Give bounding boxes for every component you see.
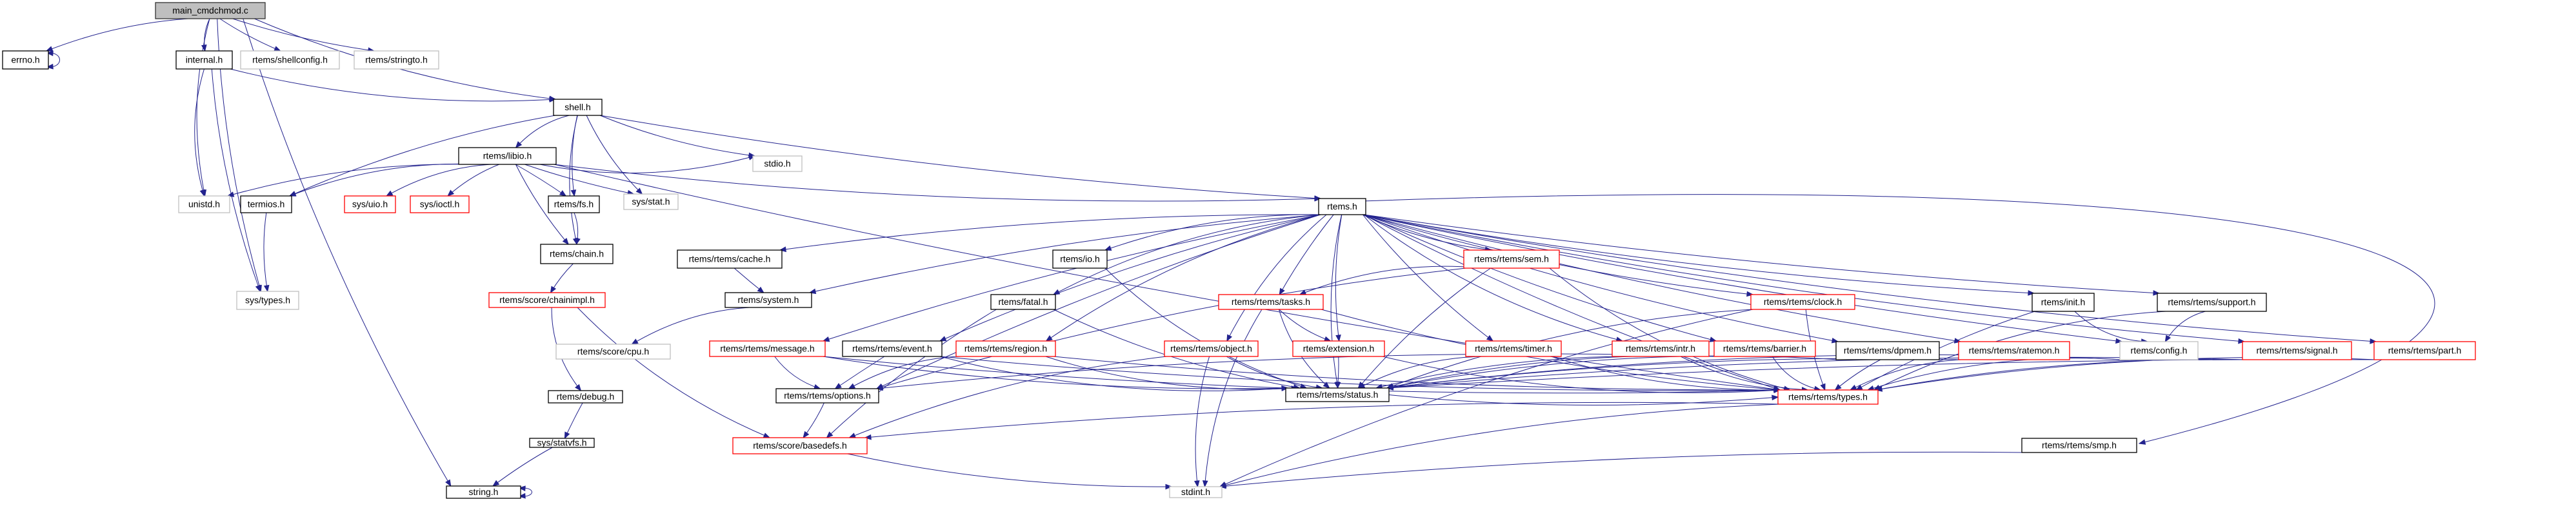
svg-text:rtems/stringto.h: rtems/stringto.h	[365, 55, 427, 65]
svg-text:sys/types.h: sys/types.h	[245, 295, 290, 306]
svg-text:rtems/io.h: rtems/io.h	[1060, 254, 1099, 264]
svg-text:rtems/rtems/signal.h: rtems/rtems/signal.h	[2256, 345, 2337, 356]
svg-text:rtems/score/cpu.h: rtems/score/cpu.h	[577, 346, 649, 356]
svg-text:rtems/chain.h: rtems/chain.h	[550, 249, 604, 259]
svg-text:rtems/rtems/cache.h: rtems/rtems/cache.h	[689, 254, 771, 264]
svg-text:rtems/rtems/status.h: rtems/rtems/status.h	[1297, 389, 1379, 400]
svg-text:rtems/fs.h: rtems/fs.h	[554, 199, 594, 209]
svg-text:rtems/extension.h: rtems/extension.h	[1303, 344, 1375, 354]
svg-text:rtems/rtems/clock.h: rtems/rtems/clock.h	[1764, 297, 1842, 307]
svg-text:rtems/debug.h: rtems/debug.h	[557, 391, 615, 402]
svg-text:shell.h: shell.h	[564, 102, 590, 112]
svg-text:rtems/rtems/support.h: rtems/rtems/support.h	[2168, 297, 2255, 307]
svg-text:rtems/rtems/message.h: rtems/rtems/message.h	[720, 344, 814, 354]
svg-text:sys/ioctl.h: sys/ioctl.h	[420, 199, 459, 209]
svg-text:errno.h: errno.h	[11, 55, 39, 65]
svg-text:rtems/rtems/dpmem.h: rtems/rtems/dpmem.h	[1844, 345, 1932, 356]
svg-text:unistd.h: unistd.h	[188, 199, 220, 209]
svg-text:rtems/fatal.h: rtems/fatal.h	[998, 297, 1048, 307]
svg-text:sys/uio.h: sys/uio.h	[352, 199, 388, 209]
svg-text:rtems/rtems/sem.h: rtems/rtems/sem.h	[1474, 254, 1549, 264]
svg-text:stdint.h: stdint.h	[1181, 487, 1210, 497]
svg-text:sys/statvfs.h: sys/statvfs.h	[537, 438, 586, 448]
svg-text:rtems/config.h: rtems/config.h	[2131, 345, 2188, 356]
svg-text:rtems/rtems/object.h: rtems/rtems/object.h	[1170, 344, 1252, 354]
svg-text:rtems/rtems/timer.h: rtems/rtems/timer.h	[1475, 344, 1552, 354]
svg-text:rtems/rtems/event.h: rtems/rtems/event.h	[852, 344, 932, 354]
svg-text:rtems/rtems/smp.h: rtems/rtems/smp.h	[2042, 440, 2117, 451]
svg-text:rtems/rtems/options.h: rtems/rtems/options.h	[784, 391, 871, 401]
svg-text:termios.h: termios.h	[248, 199, 285, 209]
svg-text:rtems/system.h: rtems/system.h	[738, 295, 799, 305]
svg-text:rtems/rtems/region.h: rtems/rtems/region.h	[964, 344, 1047, 354]
svg-text:rtems/rtems/types.h: rtems/rtems/types.h	[1788, 392, 1868, 402]
svg-text:rtems/rtems/ratemon.h: rtems/rtems/ratemon.h	[1969, 345, 2060, 356]
svg-text:stdio.h: stdio.h	[764, 159, 790, 169]
svg-text:string.h: string.h	[469, 487, 499, 497]
svg-text:rtems/score/chainimpl.h: rtems/score/chainimpl.h	[499, 295, 595, 305]
svg-text:rtems/rtems/intr.h: rtems/rtems/intr.h	[1626, 344, 1695, 354]
svg-text:rtems.h: rtems.h	[1327, 201, 1357, 211]
svg-text:rtems/rtems/barrier.h: rtems/rtems/barrier.h	[1723, 344, 1806, 354]
svg-text:rtems/rtems/tasks.h: rtems/rtems/tasks.h	[1232, 297, 1310, 307]
svg-text:rtems/shellconfig.h: rtems/shellconfig.h	[252, 55, 328, 65]
svg-text:rtems/rtems/part.h: rtems/rtems/part.h	[2388, 345, 2462, 356]
svg-text:internal.h: internal.h	[186, 55, 223, 65]
svg-text:sys/stat.h: sys/stat.h	[632, 197, 670, 207]
svg-text:rtems/score/basedefs.h: rtems/score/basedefs.h	[753, 440, 847, 451]
svg-text:rtems/libio.h: rtems/libio.h	[483, 151, 532, 161]
svg-text:main_cmdchmod.c: main_cmdchmod.c	[172, 5, 248, 15]
svg-text:rtems/init.h: rtems/init.h	[2041, 297, 2085, 307]
